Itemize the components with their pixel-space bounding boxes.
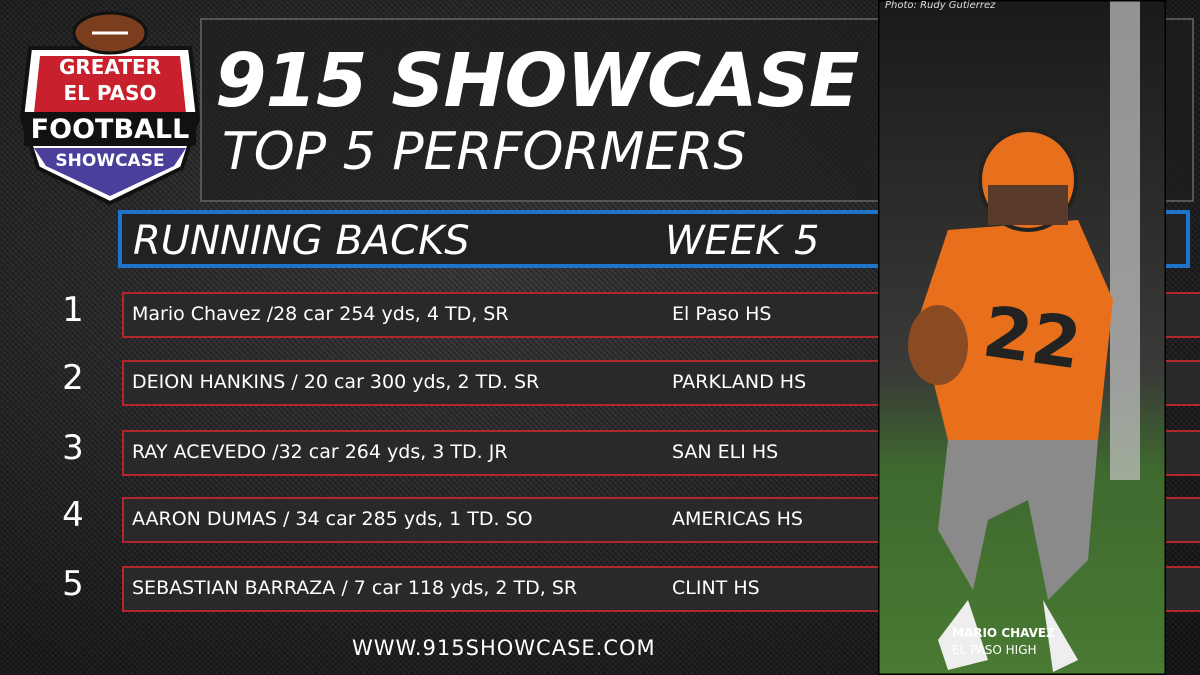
school: CLINT HS — [672, 577, 760, 599]
player-photo: 22 — [878, 0, 1166, 675]
rank: 4 — [62, 495, 84, 535]
player-line: AARON DUMAS / 34 car 285 yds, 1 TD. SO — [132, 508, 533, 530]
logo: GREATER EL PASO FOOTBALL SHOWCASE — [19, 11, 201, 206]
section-week: WEEK 5 — [665, 218, 820, 264]
player-line: SEBASTIAN BARRAZA / 7 car 118 yds, 2 TD,… — [132, 577, 578, 599]
player-line: RAY ACEVEDO /32 car 264 yds, 3 TD. JR — [132, 441, 508, 463]
rank: 2 — [62, 358, 84, 398]
footer-url: WWW.915SHOWCASE.COM — [352, 636, 656, 660]
logo-text: GREATER — [59, 55, 161, 79]
school: PARKLAND HS — [672, 371, 807, 393]
rank: 3 — [62, 428, 84, 468]
player-line: DEION HANKINS / 20 car 300 yds, 2 TD. SR — [132, 371, 540, 393]
photo-caption-name: MARIO CHAVEZ — [952, 626, 1055, 640]
school: AMERICAS HS — [672, 508, 803, 530]
subtitle: TOP 5 PERFORMERS — [222, 122, 747, 182]
rank: 5 — [62, 564, 84, 604]
svg-text:22: 22 — [978, 291, 1086, 386]
rank: 1 — [62, 290, 84, 330]
player-line: Mario Chavez /28 car 254 yds, 4 TD, SR — [132, 303, 509, 325]
photo-caption-school: EL PASO HIGH — [952, 643, 1037, 657]
logo-text: EL PASO — [63, 81, 156, 105]
school: El Paso HS — [672, 303, 772, 325]
title: 915 SHOWCASE — [215, 38, 859, 124]
logo-text: SHOWCASE — [55, 151, 164, 171]
section-title: RUNNING BACKS — [133, 218, 470, 264]
photo-credit: Photo: Rudy Gutierrez — [885, 0, 996, 11]
school: SAN ELI HS — [672, 441, 779, 463]
logo-text: FOOTBALL — [31, 114, 190, 145]
